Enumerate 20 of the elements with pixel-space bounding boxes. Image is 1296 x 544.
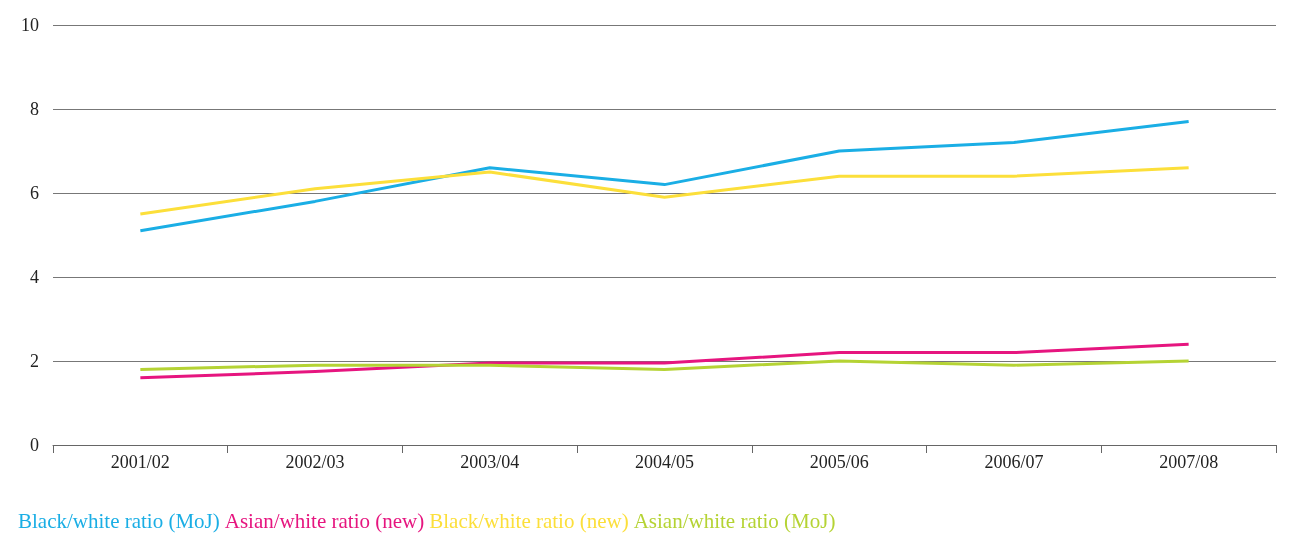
- x-tick-label: 2003/04: [460, 452, 520, 472]
- line-series: [138, 342, 1191, 380]
- line-series: [138, 120, 1191, 233]
- y-tick-label: 4: [30, 267, 39, 287]
- x-tick-label: 2001/02: [110, 452, 170, 472]
- text: Asian/white ratio (MoJ): [633, 508, 836, 533]
- y-tick-label: 0: [30, 435, 39, 455]
- x-tick-label: 2002/03: [285, 452, 345, 472]
- text: Black/white ratio (new): [429, 508, 629, 533]
- text: Black/white ratio (MoJ): [18, 508, 220, 533]
- x-tick-label: 2006/07: [984, 452, 1044, 472]
- y-tick-label: 2: [30, 351, 39, 371]
- y-tick-label: 6: [30, 183, 39, 203]
- text: Asian/white ratio (new): [224, 508, 425, 533]
- y-tick-label: 10: [21, 15, 39, 35]
- x-tick-label: 2004/05: [634, 452, 695, 472]
- line-series: [138, 166, 1191, 216]
- y-tick-label: 8: [30, 99, 39, 119]
- x-tick-label: 2005/06: [809, 452, 869, 472]
- x-tick-label: 2007/08: [1159, 452, 1219, 472]
